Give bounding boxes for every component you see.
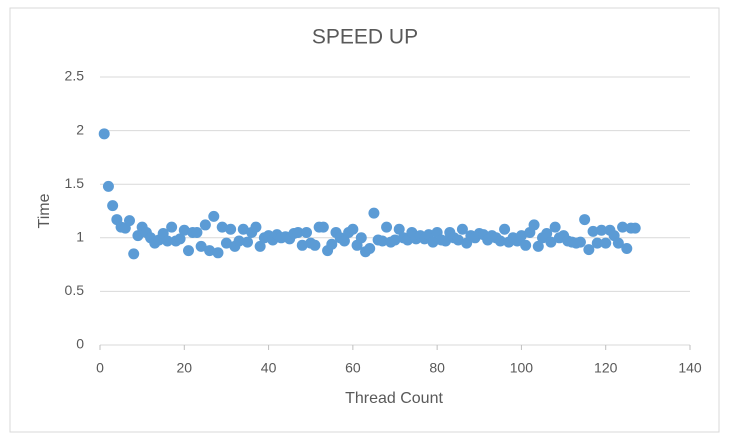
point: [427, 236, 439, 248]
point: [317, 221, 329, 233]
point: [225, 223, 237, 235]
point: [587, 225, 599, 237]
point: [528, 219, 540, 231]
y-tick-label: 2: [76, 121, 84, 137]
point: [98, 128, 110, 140]
point: [347, 223, 359, 235]
point: [617, 221, 629, 233]
point: [183, 245, 194, 257]
x-tick-label: 80: [429, 360, 445, 376]
point: [574, 236, 586, 248]
point: [499, 223, 511, 235]
point: [102, 180, 114, 192]
point: [579, 214, 591, 226]
point: [440, 235, 452, 247]
point: [583, 244, 595, 256]
point: [254, 240, 266, 252]
point: [549, 221, 561, 233]
point: [338, 235, 350, 247]
point: [132, 230, 144, 242]
point: [364, 243, 376, 255]
point: [456, 223, 468, 235]
x-axis-title: Thread Count: [345, 390, 443, 407]
point: [166, 221, 178, 233]
point: [376, 235, 388, 247]
point: [326, 238, 338, 250]
point: [541, 228, 553, 240]
point: [237, 223, 249, 235]
point: [355, 232, 367, 244]
point: [124, 215, 135, 227]
point: [233, 235, 245, 247]
point: [195, 240, 207, 252]
point: [452, 234, 464, 246]
x-tick-label: 20: [176, 360, 192, 376]
point: [596, 224, 607, 236]
point: [220, 237, 232, 249]
chart-title: SPEED UP: [312, 26, 418, 49]
y-tick-label: 0.5: [65, 282, 85, 298]
point: [520, 239, 532, 251]
point: [107, 200, 119, 212]
y-tick-label: 1.5: [65, 175, 85, 191]
point: [545, 236, 557, 248]
point: [128, 248, 140, 260]
point: [309, 239, 321, 251]
point: [161, 235, 173, 247]
x-tick-label: 100: [510, 360, 534, 376]
point: [212, 247, 224, 259]
point: [292, 226, 304, 238]
x-tick-label: 120: [594, 360, 618, 376]
point: [178, 224, 190, 236]
point: [250, 221, 262, 233]
y-axis-title: Time: [36, 193, 53, 228]
point: [612, 237, 624, 249]
x-tick-label: 140: [678, 360, 702, 376]
point: [629, 222, 641, 234]
point: [174, 233, 186, 245]
x-tick-label: 0: [96, 360, 104, 376]
point: [591, 237, 603, 249]
point: [515, 230, 527, 242]
point: [621, 243, 633, 255]
point: [242, 236, 253, 248]
point: [381, 221, 393, 233]
y-tick-label: 1: [76, 229, 84, 245]
point: [389, 234, 401, 246]
point: [199, 219, 211, 231]
point: [532, 240, 544, 252]
y-tick-label: 0: [76, 336, 84, 352]
point: [494, 235, 506, 247]
point: [600, 237, 612, 249]
x-tick-label: 60: [345, 360, 361, 376]
y-tick-label: 2.5: [65, 68, 85, 84]
point: [208, 210, 220, 222]
x-tick-label: 40: [261, 360, 277, 376]
point: [216, 221, 228, 233]
point: [296, 239, 308, 251]
point: [368, 207, 380, 219]
point: [191, 226, 203, 238]
point: [393, 223, 405, 235]
point: [204, 245, 216, 257]
point: [301, 226, 312, 238]
